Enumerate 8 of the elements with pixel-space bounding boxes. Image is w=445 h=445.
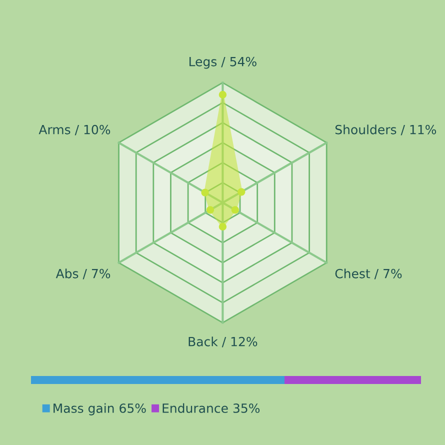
legend-label: Mass gain 65% <box>54 403 146 416</box>
spoke-label: Shoulders / 11% <box>335 124 436 136</box>
spoke-label: Back / 12% <box>188 336 258 348</box>
spoke-label: Arms / 10% <box>38 124 110 136</box>
spoke-label: Abs / 7% <box>56 268 110 280</box>
legend-label: Endurance 35% <box>162 403 260 413</box>
spoke-label: Legs / 54% <box>190 56 256 69</box>
spoke-label: Chest / 7% <box>335 268 402 280</box>
